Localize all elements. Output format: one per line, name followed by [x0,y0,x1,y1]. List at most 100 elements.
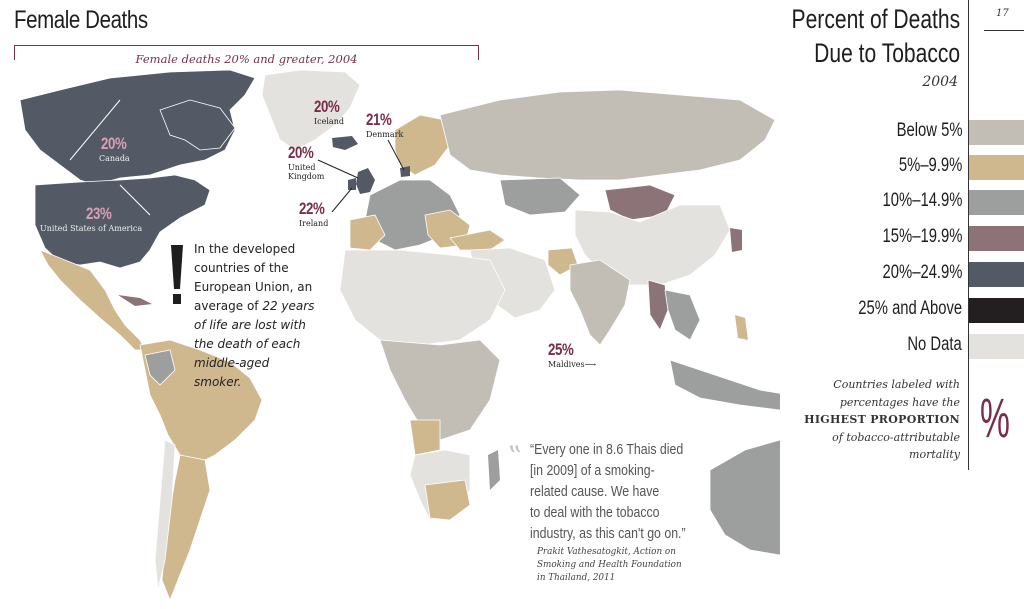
label-iceland-name: Iceland [314,117,344,126]
region-greenland [261,69,361,151]
legend-note-line2: percentages have the [839,395,960,409]
legend-title-line2: Due to Tobacco [814,38,960,68]
region-russia [439,89,776,181]
page-title: Female Deaths [14,6,148,34]
legend-label: Below 5% [896,120,962,141]
label-denmark-name: Denmark [366,130,404,139]
quote-mark-icon: ‟ [508,440,523,473]
region-caribbean [118,295,152,306]
leader-uk [317,159,359,179]
region-korea-japan [730,228,742,252]
leader-canada-usa [69,99,121,161]
label-maldives-name: Maldives⟶ [548,360,596,369]
legend-note-bold-line: HIGHEST PROPORTION [790,411,960,429]
quote-line4: to deal with the tobacco [530,505,660,521]
region-south-america-west [144,349,176,386]
quote-attribution: Prakit Vathesatogkit, Action on Smoking … [537,546,737,585]
eu-note-line4-italic: 22 years [262,299,315,313]
legend-item-25-above: 25% and Above [780,298,1024,323]
label-ireland: 22% Ireland [299,199,332,228]
vertical-rule [968,0,969,470]
legend-swatch [969,298,1024,323]
legend-label: 5%–9.9% [898,155,962,176]
quote-line3: related cause. We have [530,484,660,500]
region-india [569,259,631,346]
region-iceland [332,136,358,150]
legend-swatch [969,190,1024,215]
legend-label: 10%–14.9% [882,190,962,211]
legend-label: No Data [907,334,962,355]
legend-note-line4: mortality [909,448,960,461]
leader-denmark [387,139,405,171]
legend-year: 2004 [922,74,958,90]
label-canada-name: Canada [99,154,130,163]
eu-note-line1: In the developed [194,242,296,256]
legend-item-below-5: Below 5% [780,120,1024,145]
region-denmark [400,166,410,177]
region-southeast-asia [664,289,701,341]
legend-item-no-data: No Data [780,334,1024,359]
region-north-africa [339,249,506,346]
eu-note-line5: of life are lost with [194,318,306,332]
legend-note: Countries labeled with percentages have … [790,376,960,464]
eu-note-line4: average of 22 years [194,297,319,316]
region-myanmar [647,279,669,331]
exclamation-icon [171,245,183,304]
region-china [574,204,731,286]
label-denmark: 21% Denmark [366,110,403,139]
region-south-africa [424,479,471,521]
label-uk-name: United Kingdom [288,163,325,181]
quote-attr-line1: Prakit Vathesatogkit, Action on [537,547,676,557]
page-number: 17 [996,8,1009,19]
label-usa-pct: 23% [86,204,112,223]
page-number-rule [984,30,1024,31]
label-maldives-name-text: Maldives [548,360,585,369]
label-ireland-pct: 22% [299,199,325,218]
legend-label: 15%–19.9% [882,226,962,247]
map-subtitle: Female deaths 20% and greater, 2004 [135,52,358,66]
leader-ireland [331,187,353,213]
legend-swatch [969,334,1024,359]
legend-item-10-14: 10%–14.9% [780,190,1024,215]
legend-item-20-24: 20%–24.9% [780,262,1024,287]
region-central-africa [379,339,501,441]
region-chile [154,439,176,591]
quote-attr-line3: in Thailand, 2011 [537,573,616,583]
label-uk-pct: 20% [288,143,314,162]
legend-title-line1: Percent of Deaths [791,4,960,34]
legend-label: 25% and Above [858,298,962,319]
legend-note-line3: of tobacco-attributable [832,430,960,444]
region-turkey [449,229,506,251]
eu-note-line3: European Union, an [194,280,313,294]
label-canada: 20% Canada [99,134,134,163]
label-usa: 23% United States of America [40,204,142,233]
label-ireland-name: Ireland [299,219,329,228]
region-alaska-canada-north [19,69,256,186]
eu-note-line2: countries of the [194,261,289,275]
region-madagascar [488,450,500,490]
legend-item-15-19: 15%–19.9% [780,226,1024,251]
region-uk [356,168,375,194]
eu-note-line6: the death of each [194,337,301,351]
legend-swatch [969,120,1024,145]
region-ireland [348,178,356,190]
eu-note-line7: middle-aged smoker. [194,356,270,389]
region-scandinavia [394,114,451,176]
legend-swatch [969,155,1024,180]
eu-note: In the developed countries of the Europe… [194,240,319,392]
label-iceland-pct: 20% [314,97,340,116]
world-map [19,69,780,602]
quote-line2: [in 2009] of a smoking- [530,463,655,479]
leader-usa-canada-border [119,184,151,216]
quote-line5: industry, as this can't go on.” [530,526,686,542]
region-philippines [735,315,748,340]
label-canada-pct: 20% [101,134,127,153]
legend-note-line1: Countries labeled with [833,378,960,391]
label-denmark-pct: 21% [366,110,392,129]
region-indonesia [669,359,780,411]
label-maldives-pct: 25% [548,340,574,359]
legend-swatch [969,226,1024,251]
region-iberia [349,214,386,251]
region-kazakhstan [499,177,581,216]
region-canada-east [159,99,236,151]
